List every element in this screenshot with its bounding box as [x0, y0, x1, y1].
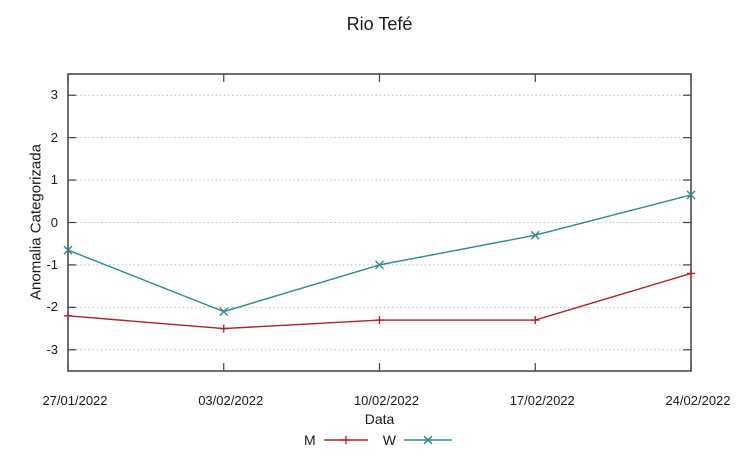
- x-tick-label: 17/02/2022: [509, 393, 575, 408]
- legend-line-sample-m: [323, 436, 368, 444]
- legend: M W: [68, 432, 691, 448]
- y-tick-label: 0: [50, 214, 58, 230]
- x-tick-label: 24/02/2022: [665, 393, 731, 408]
- chart-title: Rio Tefé: [346, 14, 413, 34]
- tick-marks: [67, 74, 692, 371]
- legend-label-m: M: [304, 432, 316, 448]
- y-tick-label: -3: [46, 341, 58, 357]
- y-tick-label: 3: [50, 87, 58, 103]
- x-tick-label: 03/02/2022: [198, 393, 264, 408]
- gridlines: [68, 94, 691, 351]
- series-M: [64, 269, 695, 333]
- legend-line-sample-w: [403, 435, 452, 445]
- y-tick-label: -2: [46, 299, 58, 315]
- y-tick-label: 1: [50, 172, 58, 188]
- y-tick-label: -1: [46, 256, 58, 272]
- x-axis-label: Data: [364, 411, 395, 427]
- x-tick-label: 10/02/2022: [353, 393, 420, 408]
- series-W: [63, 190, 696, 317]
- x-tick-label: 27/01/2022: [42, 393, 108, 408]
- legend-label-w: W: [382, 432, 396, 448]
- y-tick-label: 2: [50, 129, 58, 145]
